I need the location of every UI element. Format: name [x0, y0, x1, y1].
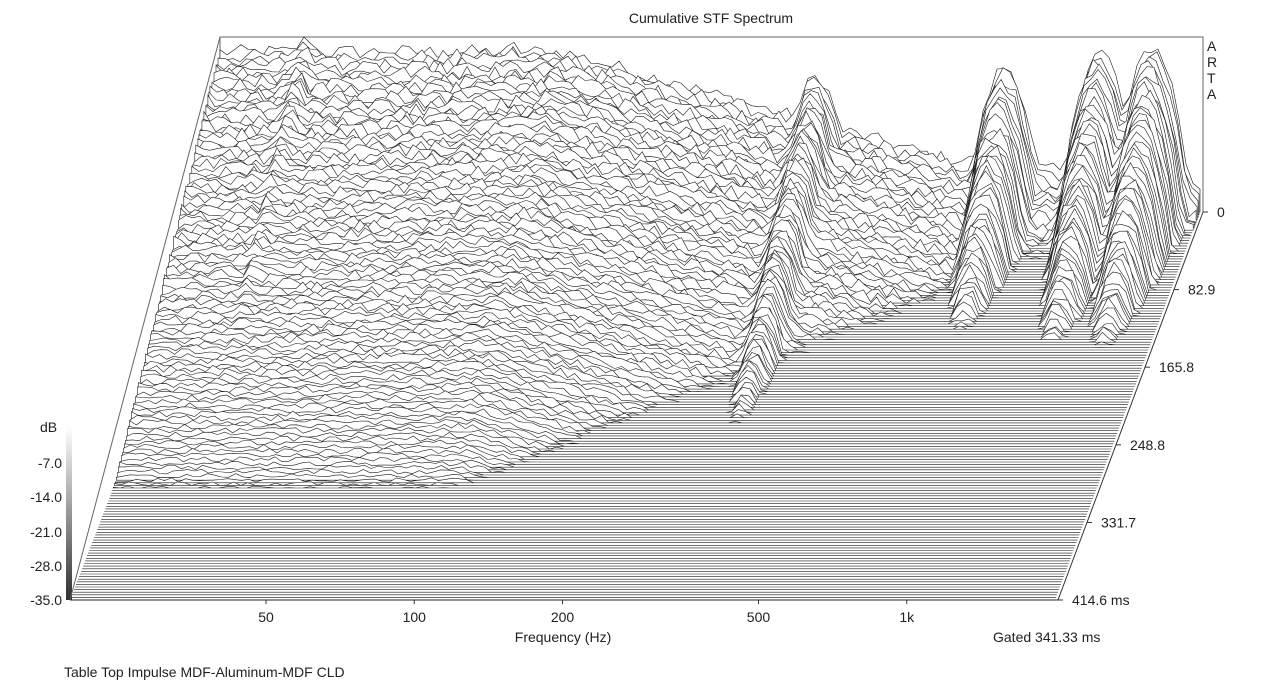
left-depth-edge: [69, 36, 221, 601]
chart-title: Cumulative STF Spectrum: [629, 10, 793, 26]
db-tick-21: -21.0: [30, 524, 62, 540]
db-colorbar: [66, 427, 72, 600]
axes: 50 100 200 500 1k 0 82.9 165.8 248.8 331.7 414.6 m…: [258, 204, 1225, 625]
waterfall-slice: [115, 477, 1099, 484]
gating-note: Gated 341.33 ms: [993, 629, 1100, 645]
time-tick-label: 165.8: [1159, 359, 1194, 375]
db-tick-7: -7.0: [38, 455, 62, 471]
x-tick-label: 500: [747, 609, 771, 625]
waterfall-slice: [113, 485, 1097, 489]
time-axis-line: [1057, 211, 1204, 601]
brand-letter-a2: A: [1207, 86, 1217, 102]
brand-letter-a1: A: [1207, 38, 1217, 54]
x-axis-label: Frequency (Hz): [515, 629, 611, 645]
waterfall-slice: [116, 473, 1100, 481]
brand-letter-r: R: [1207, 54, 1217, 70]
db-tick-28: -28.0: [30, 558, 62, 574]
time-tick-label: 248.8: [1130, 437, 1165, 453]
db-axis-label: dB: [40, 419, 57, 435]
x-tick-label: 100: [403, 609, 427, 625]
x-tick-label: 200: [551, 609, 575, 625]
db-tick-35: -35.0: [30, 592, 62, 608]
time-tick-label: 414.6 ms: [1072, 592, 1130, 608]
brand-letter-t: T: [1207, 70, 1216, 86]
footer-caption: Table Top Impulse MDF-Aluminum-MDF CLD: [64, 664, 345, 680]
x-tick-label: 50: [258, 609, 274, 625]
time-tick-label: 0: [1217, 204, 1225, 220]
x-tick-label: 1k: [899, 609, 915, 625]
waterfall-slices: [70, 36, 1201, 601]
db-tick-14: -14.0: [30, 489, 62, 505]
time-tick-label: 82.9: [1188, 282, 1215, 298]
waterfall-slice: [114, 481, 1098, 486]
time-tick-label: 331.7: [1101, 514, 1136, 530]
